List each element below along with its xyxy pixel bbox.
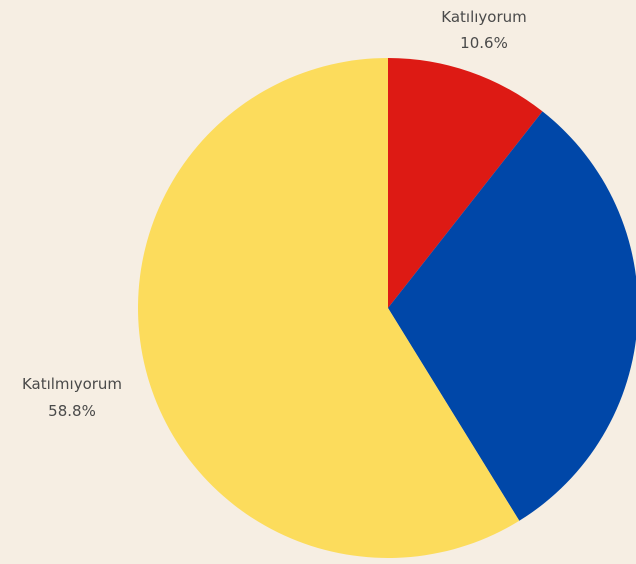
slice-value-label-0: 10.6% — [460, 34, 508, 52]
pie-slice-1 — [388, 111, 636, 521]
slice-label-2: Katılmıyorum — [22, 375, 122, 393]
slice-value-label-2: 58.8% — [48, 402, 96, 420]
slice-label-0: Katılıyorum — [441, 8, 527, 26]
pie-slice-0 — [388, 58, 543, 308]
pie-labels: Katılıyorum 10.6% Katılmıyorum 58.8% — [22, 8, 527, 420]
pie-slices — [138, 58, 636, 558]
pie-slice-2 — [138, 58, 520, 558]
